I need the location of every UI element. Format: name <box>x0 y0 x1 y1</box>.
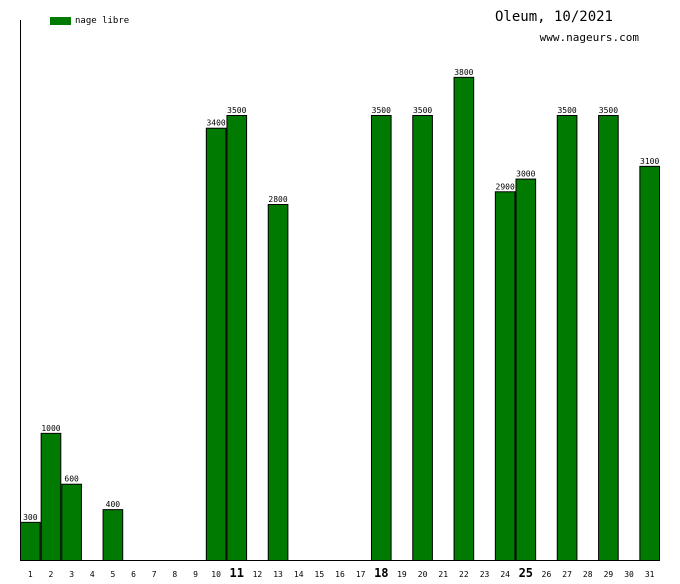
bar <box>494 191 516 562</box>
bar-value-label: 2800 <box>268 195 287 204</box>
x-tick-label: 23 <box>480 570 490 579</box>
x-tick-label: 22 <box>459 570 469 579</box>
bar-value-label: 3400 <box>206 119 225 128</box>
x-tick-label: 14 <box>294 570 304 579</box>
x-tick-label: 1 <box>28 570 33 579</box>
x-tick-label: 6 <box>131 570 136 579</box>
bar-value-label: 3500 <box>227 106 246 115</box>
x-tick-label: 18 <box>374 566 388 580</box>
bar-value-label: 3500 <box>372 106 391 115</box>
legend-swatch <box>50 17 71 25</box>
bar-value-label: 3800 <box>454 68 473 77</box>
bar-value-label: 3500 <box>557 106 576 115</box>
bar <box>639 165 661 561</box>
bar <box>412 115 433 561</box>
bar <box>40 432 62 562</box>
bar <box>598 115 619 561</box>
bar <box>61 483 82 562</box>
x-tick-label: 31 <box>645 570 655 579</box>
bar-value-label: 300 <box>23 513 38 522</box>
x-tick-label: 25 <box>519 566 533 580</box>
bar-value-label: 600 <box>64 475 79 484</box>
bar <box>102 509 124 561</box>
bar <box>453 76 475 561</box>
bar-value-label: 3500 <box>599 106 618 115</box>
x-tick-label: 8 <box>172 570 177 579</box>
x-tick-label: 28 <box>583 570 593 579</box>
x-tick-label: 17 <box>356 570 366 579</box>
x-tick-label: 11 <box>230 566 244 580</box>
bar <box>556 115 578 561</box>
x-tick-label: 9 <box>193 570 198 579</box>
x-tick-label: 24 <box>500 570 510 579</box>
x-tick-label: 29 <box>604 570 614 579</box>
bar-value-label: 3500 <box>413 106 432 115</box>
legend-label: nage libre <box>75 16 130 26</box>
x-tick-label: 7 <box>152 570 157 579</box>
x-tick-label: 21 <box>438 570 448 579</box>
bar-value-label: 2900 <box>496 182 515 191</box>
x-tick-label: 5 <box>110 570 115 579</box>
bar-value-label: 400 <box>106 500 121 509</box>
legend: nage libre <box>50 16 129 26</box>
chart-title: Oleum, 10/2021 <box>494 9 613 25</box>
x-tick-label: 19 <box>397 570 407 579</box>
bar <box>515 178 537 561</box>
x-tick-label: 2 <box>49 570 54 579</box>
x-tick-label: 16 <box>335 570 345 579</box>
bar <box>20 521 41 561</box>
bar-value-label: 3100 <box>640 157 659 166</box>
bar <box>226 115 248 561</box>
x-tick-label: 13 <box>273 570 283 579</box>
x-tick-label: 4 <box>90 570 95 579</box>
x-tick-label: 3 <box>69 570 74 579</box>
x-tick-label: 10 <box>211 570 221 579</box>
bar <box>267 204 289 561</box>
x-tick-label: 26 <box>542 570 552 579</box>
site-url: www.nageurs.com <box>539 31 639 44</box>
x-tick-label: 20 <box>418 570 428 579</box>
x-tick-label: 27 <box>562 570 572 579</box>
bar-value-label: 1000 <box>41 424 60 433</box>
x-tick-label: 30 <box>624 570 634 579</box>
bar <box>370 115 392 561</box>
x-tick-label: 15 <box>315 570 325 579</box>
bar <box>205 127 227 561</box>
bar-value-label: 3000 <box>516 170 535 179</box>
x-tick-label: 12 <box>253 570 263 579</box>
